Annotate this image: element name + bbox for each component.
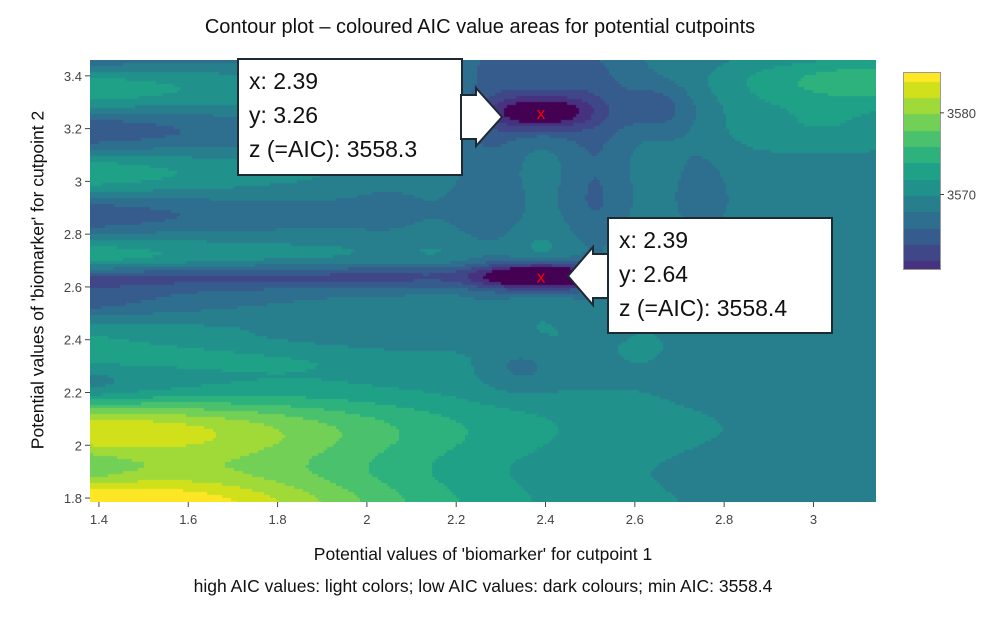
x-tick-label: 2.2 <box>447 512 465 527</box>
callout-minimum-1: x: 2.39 y: 3.26 z (=AIC): 3558.3 <box>237 58 463 176</box>
callout-x: x: 2.39 <box>619 227 689 253</box>
y-tick-label: 1.8 <box>64 491 82 506</box>
y-tick-label: 2 <box>75 438 82 453</box>
x-tick-label: 1.8 <box>269 512 287 527</box>
y-tick-label: 3.2 <box>64 122 82 137</box>
y-tick-label: 3 <box>75 174 82 189</box>
callout-y: y: 2.64 <box>619 261 689 287</box>
y-tick-label: 2.8 <box>64 227 82 242</box>
x-tick-label: 2.6 <box>626 512 644 527</box>
callout-minimum-2: x: 2.39 y: 2.64 z (=AIC): 3558.4 <box>607 217 833 334</box>
x-tick-label: 2 <box>363 512 370 527</box>
y-axis-label: Potential values of 'biomarker' for cutp… <box>27 110 48 450</box>
callout-x: x: 2.39 <box>249 68 319 94</box>
colorbar <box>903 72 941 270</box>
y-tick-label: 2.6 <box>64 280 82 295</box>
y-tick-label: 2.2 <box>64 385 82 400</box>
y-tick-label: 2.4 <box>64 333 82 348</box>
x-axis-label: Potential values of 'biomarker' for cutp… <box>313 544 653 564</box>
x-tick-label: 2.8 <box>715 512 733 527</box>
callout-z: z (=AIC): 3558.3 <box>249 136 418 162</box>
x-tick-label: 1.6 <box>179 512 197 527</box>
chart-note: high AIC values: light colors; low AIC v… <box>193 576 773 596</box>
minimum-marker: x <box>537 267 546 286</box>
callout-y: y: 3.26 <box>249 102 319 128</box>
x-tick-label: 1.4 <box>90 512 108 527</box>
x-tick-label: 3 <box>810 512 817 527</box>
chart-title: Contour plot – coloured AIC value areas … <box>204 16 756 38</box>
y-tick-label: 3.4 <box>64 69 82 84</box>
colorbar-tick-label: 3580 <box>947 106 976 121</box>
callout-z: z (=AIC): 3558.4 <box>619 295 788 321</box>
colorbar-tick-label: 3570 <box>947 188 976 203</box>
minimum-marker: x <box>537 104 546 123</box>
x-tick-label: 2.4 <box>536 512 554 527</box>
